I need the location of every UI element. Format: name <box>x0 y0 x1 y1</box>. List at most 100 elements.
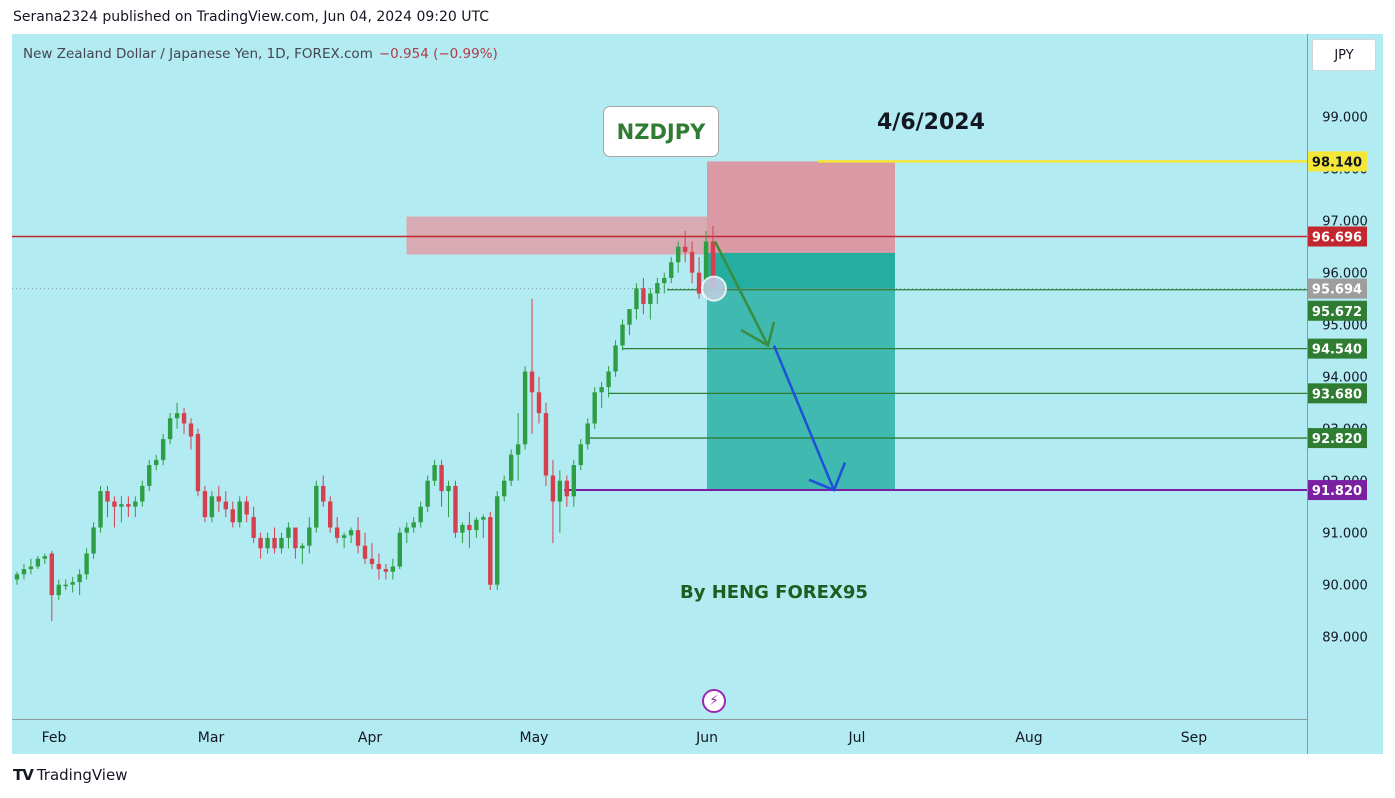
y-tick-label: 89.000 <box>1322 631 1368 646</box>
currency-button[interactable]: JPY <box>1312 39 1376 71</box>
candle-body <box>474 519 479 531</box>
candle-body <box>502 480 507 497</box>
candle-body <box>314 485 319 528</box>
y-tick-label: 97.000 <box>1322 215 1368 230</box>
candle-body <box>35 558 41 567</box>
x-tick-label: Feb <box>42 730 67 746</box>
candle-body <box>460 524 465 533</box>
candle-body <box>481 517 486 520</box>
candle-body <box>592 392 597 424</box>
y-tick-label: 91.000 <box>1322 527 1368 542</box>
y-tick-label: 99.000 <box>1322 111 1368 126</box>
price-label-bg <box>1307 300 1367 321</box>
candle-body <box>529 371 535 393</box>
candle-body <box>641 288 646 304</box>
candle-body <box>21 569 27 575</box>
price-label: 92.820 <box>1312 432 1362 447</box>
candle-body <box>49 553 54 596</box>
date-label: 4/6/2024 <box>877 110 985 135</box>
candle-body <box>300 545 305 549</box>
ticker-label: NZDJPY <box>616 119 706 144</box>
candle-body <box>515 444 521 455</box>
published-header: Serana2324 published on TradingView.com,… <box>13 9 490 25</box>
price-label-bg <box>1307 151 1367 172</box>
candle-body <box>662 277 667 284</box>
candle-body <box>418 506 423 523</box>
y-tick-label: 96.000 <box>1322 267 1368 282</box>
tradingview-logo[interactable]: TV TradingView <box>13 766 127 784</box>
candle-body <box>334 527 340 538</box>
candle-body <box>244 501 249 515</box>
entry-band <box>707 252 895 289</box>
candle-body <box>328 501 333 528</box>
candle-body <box>550 475 556 502</box>
candle-body <box>237 501 242 523</box>
stop-loss-zone <box>707 161 895 253</box>
candle-body <box>56 584 61 596</box>
candle-body <box>669 262 674 278</box>
candle-body <box>696 272 702 294</box>
candle-body <box>84 553 89 575</box>
resistance-zone <box>406 216 708 255</box>
price-label-bg <box>1307 338 1367 359</box>
candle-body <box>279 537 284 549</box>
candle-body <box>453 485 458 533</box>
candle-body <box>28 566 34 570</box>
chart-area[interactable]: New Zealand Dollar / Japanese Yen, 1D, F… <box>12 34 1383 754</box>
candle-body <box>133 501 138 507</box>
candle-body <box>703 241 709 294</box>
author-label: By HENG FOREX95 <box>680 582 868 603</box>
price-label-bg <box>1307 278 1367 299</box>
candle-body <box>77 574 82 583</box>
candle-body <box>376 563 382 570</box>
symbol-name: New Zealand Dollar / Japanese Yen, 1D, F… <box>23 46 373 62</box>
candle-body <box>188 423 194 437</box>
candle-body <box>362 545 368 559</box>
candle-body <box>167 418 173 440</box>
lightning-icon[interactable]: ⚡ <box>702 689 726 713</box>
price-label-bg <box>1307 428 1367 449</box>
candle-body <box>536 392 542 414</box>
candle-body <box>564 480 570 497</box>
price-change: −0.954 (−0.99%) <box>378 46 498 62</box>
x-tick-label: Jun <box>695 730 718 746</box>
candle-body <box>557 480 563 502</box>
x-tick-label: Aug <box>1015 730 1042 746</box>
candle-body <box>689 251 695 273</box>
candle-body <box>293 527 298 549</box>
candle-body <box>98 491 103 528</box>
y-tick-label: 94.000 <box>1322 371 1368 386</box>
candle-body <box>439 465 444 492</box>
candle-body <box>522 371 528 445</box>
price-axis[interactable] <box>1307 34 1384 754</box>
price-label: 93.680 <box>1312 387 1362 402</box>
y-tick-label: 95.000 <box>1322 319 1368 334</box>
price-label-bg <box>1307 226 1367 247</box>
candle-body <box>265 537 270 549</box>
candle-body <box>140 485 145 502</box>
candle-body <box>571 465 576 497</box>
price-label: 91.820 <box>1312 484 1362 499</box>
candle-body <box>599 387 604 393</box>
ticker-label-box: NZDJPY <box>603 106 719 157</box>
candle-body <box>425 480 430 507</box>
price-label: 96.696 <box>1312 231 1362 246</box>
candle-body <box>154 459 159 466</box>
candle-body <box>251 517 256 538</box>
candle-body <box>174 413 180 419</box>
candle-body <box>369 558 375 564</box>
candle-body <box>411 522 416 528</box>
footer-brand: TradingView <box>36 766 128 784</box>
chart-svg[interactable]: 89.00090.00091.00092.00093.00094.00095.0… <box>12 34 1383 754</box>
candle-body <box>355 530 361 546</box>
candle-body <box>634 288 639 310</box>
candle-body <box>147 465 152 486</box>
blue-arrow-head <box>808 462 847 492</box>
candle-body <box>606 371 611 388</box>
candle-body <box>307 527 312 546</box>
green-arrow-head <box>740 321 776 348</box>
candle-body <box>195 433 201 492</box>
candle-body <box>446 485 451 492</box>
time-axis[interactable] <box>12 719 1307 755</box>
candle-body <box>676 246 681 263</box>
